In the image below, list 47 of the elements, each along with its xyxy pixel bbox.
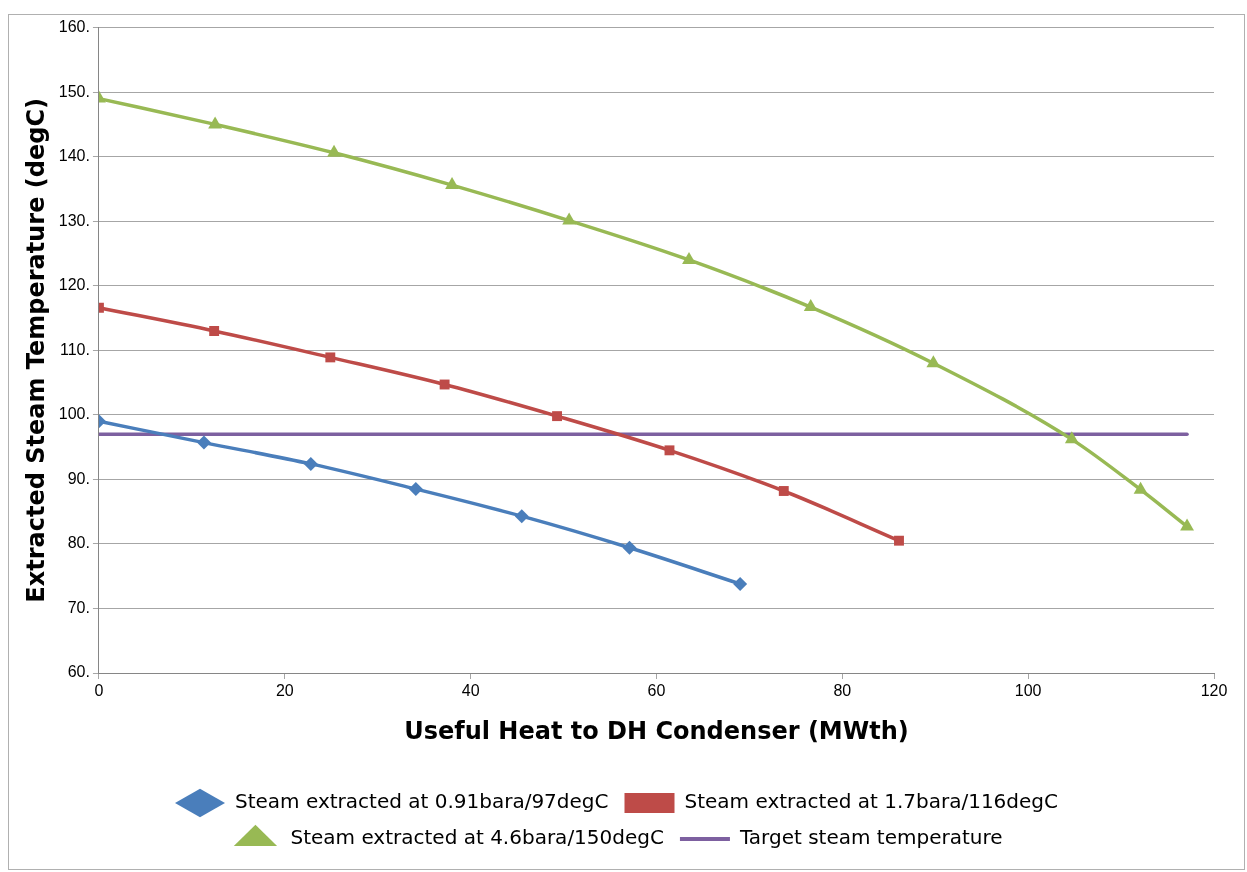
point xyxy=(327,144,341,157)
y-tick-label: 70. xyxy=(67,598,90,616)
x-tick-label: 40 xyxy=(461,682,480,700)
point xyxy=(439,379,450,390)
x-axis-title: Useful Heat to DH Condenser (MWth) xyxy=(404,716,909,745)
point xyxy=(1180,518,1194,531)
x-tick-label: 80 xyxy=(833,682,852,700)
y-tick-label: 140. xyxy=(58,147,90,165)
point xyxy=(209,325,220,336)
x-tick-label: 0 xyxy=(94,682,104,700)
point xyxy=(622,540,637,555)
point xyxy=(325,352,336,363)
y-axis-title: Extracted Steam Temperature (degC) xyxy=(21,97,50,603)
point xyxy=(562,212,577,225)
legend-label: Target steam temperature xyxy=(738,825,1003,850)
point xyxy=(926,355,941,368)
x-tick-label: 120 xyxy=(1200,682,1228,700)
point xyxy=(778,486,789,496)
point xyxy=(1133,481,1148,494)
y-tick-label: 90. xyxy=(67,469,90,487)
y-tick-label: 160. xyxy=(58,18,90,36)
legend-label: Steam extracted at 0.91bara/97degC xyxy=(234,789,609,814)
y-tick-label: 150. xyxy=(58,82,90,100)
point xyxy=(894,535,904,546)
point xyxy=(682,251,696,264)
point xyxy=(803,299,818,312)
y-tick-label: 80. xyxy=(67,534,90,552)
legend-label: Steam extracted at 4.6bara/150degC xyxy=(290,825,664,850)
point xyxy=(514,509,529,524)
point xyxy=(733,576,748,591)
point xyxy=(1064,431,1079,444)
point xyxy=(303,456,318,471)
y-tick-label: 130. xyxy=(58,211,90,229)
y-tick-label: 120. xyxy=(58,276,90,294)
x-tick-label: 20 xyxy=(275,682,294,700)
y-tick-label: 100. xyxy=(58,405,90,423)
point xyxy=(445,177,459,190)
x-tick-label: 60 xyxy=(647,682,666,700)
point xyxy=(664,445,675,456)
point xyxy=(208,116,223,129)
point xyxy=(196,435,211,450)
x-tick-label: 100 xyxy=(1014,682,1042,700)
legend-label: Steam extracted at 1.7bara/116degC xyxy=(684,789,1059,814)
y-tick-label: 110. xyxy=(59,340,90,358)
point xyxy=(552,411,562,422)
y-tick-label: 60. xyxy=(67,663,90,681)
point xyxy=(408,482,423,497)
